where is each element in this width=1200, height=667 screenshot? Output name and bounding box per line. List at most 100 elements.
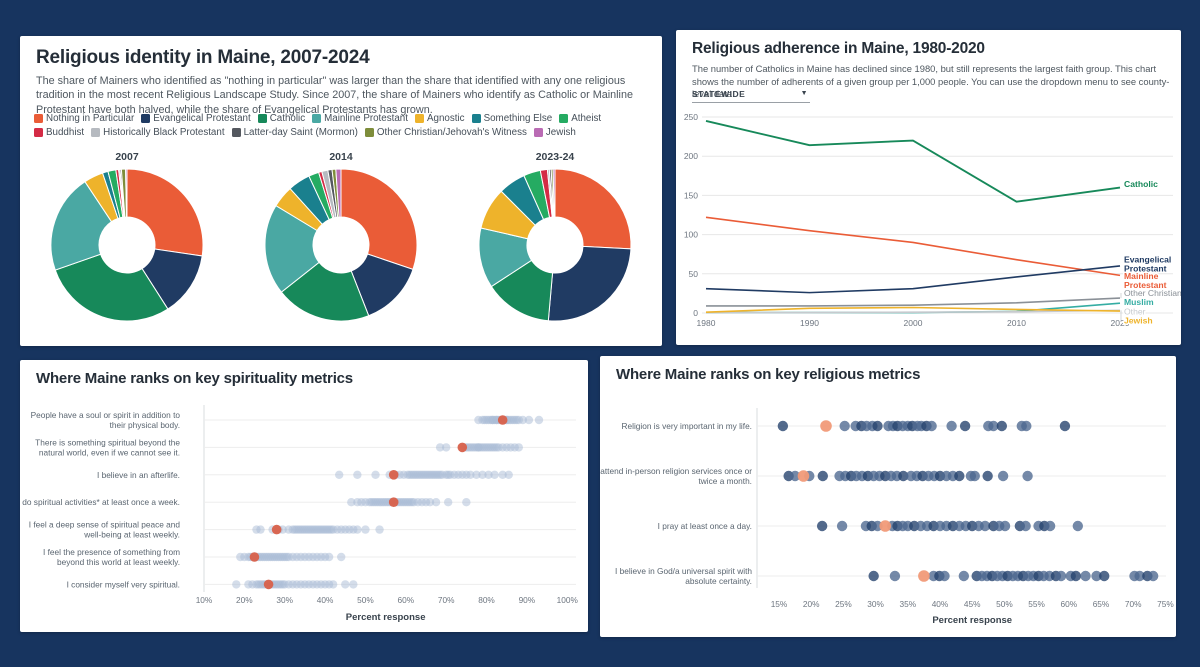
x-tick-label: 25%	[835, 599, 852, 609]
line-series-catholic	[705, 119, 1121, 203]
x-tick-label: 50%	[357, 595, 374, 605]
row-label: their physical body.	[110, 420, 180, 430]
state-dot	[958, 570, 970, 582]
x-tick-label: 15%	[771, 599, 788, 609]
line-series-other-christian	[706, 297, 1121, 307]
legend-item: Something Else	[471, 113, 552, 124]
donut-slice	[54, 253, 169, 322]
state-dot	[959, 420, 971, 432]
state-dot	[982, 470, 993, 482]
x-tick-label: 90%	[519, 595, 536, 605]
x-tick-label: 80%	[478, 595, 495, 605]
region-dropdown[interactable]: STATEWIDE ▼	[692, 85, 810, 103]
legend-item: Latter-day Saint (Mormon)	[231, 127, 358, 138]
religious-dot-plot: Religion is very important in my life. I …	[600, 408, 1174, 626]
state-dot	[232, 580, 241, 589]
state-dot	[868, 570, 879, 582]
legend-label: Other Christian/Jehovah's Witness	[376, 127, 527, 138]
state-dot	[1080, 570, 1091, 582]
identity-legend: Nothing in Particular Evangelical Protest…	[34, 113, 654, 141]
x-tick-label: 60%	[397, 595, 414, 605]
maine-dot	[249, 552, 260, 562]
legend-swatch	[34, 114, 43, 123]
x-tick-label: 30%	[276, 595, 293, 605]
row-label: Religion is very important in my life.	[622, 421, 753, 431]
legend-label: Evangelical Protestant	[153, 113, 251, 124]
state-dot	[375, 525, 384, 534]
line-series-mainline-protestant	[705, 216, 1121, 277]
state-dot	[353, 525, 362, 534]
donut-year-label: 2014	[329, 151, 353, 163]
state-dot	[1091, 570, 1102, 582]
x-tick-label: 30%	[867, 599, 884, 609]
x-tick-label: 45%	[964, 599, 981, 609]
y-tick-label: 100	[684, 230, 698, 240]
maine-dot	[820, 420, 832, 432]
maine-dot	[388, 497, 399, 507]
state-dot	[996, 420, 1008, 432]
row-label: I attend in-person religion services onc…	[600, 466, 752, 476]
donut-year-label: 2023-24	[535, 151, 575, 163]
state-dot	[514, 443, 524, 452]
panel-religious-metrics: Where Maine ranks on key religious metri…	[600, 356, 1176, 637]
line-series-evangelical-protestant	[705, 265, 1121, 294]
line-series-jewish	[705, 306, 1121, 314]
state-dot	[498, 470, 507, 479]
religious-title: Where Maine ranks on key religious metri…	[616, 366, 921, 383]
x-axis-title: Percent response	[932, 615, 1012, 626]
state-dot	[926, 420, 937, 432]
y-tick-label: 250	[684, 112, 698, 122]
legend-swatch	[414, 114, 424, 123]
series-label: Other	[1124, 307, 1146, 317]
state-dot	[425, 498, 435, 507]
state-dot	[817, 470, 828, 482]
legend-swatch	[257, 114, 267, 123]
state-dot	[490, 470, 499, 479]
series-label: Muslim	[1124, 297, 1154, 307]
state-dot	[1022, 470, 1033, 482]
x-tick-label: 40%	[932, 599, 949, 609]
state-dot	[839, 420, 850, 432]
state-dot	[472, 470, 481, 479]
spirituality-title: Where Maine ranks on key spirituality me…	[36, 370, 353, 387]
x-tick-label: 10%	[196, 595, 213, 605]
state-dot	[256, 525, 265, 534]
x-tick-label: 35%	[899, 599, 916, 609]
legend-swatch	[471, 114, 481, 123]
legend-label: Buddhist	[46, 127, 85, 138]
maine-dot	[271, 524, 282, 535]
state-dot	[1055, 570, 1067, 582]
state-dot	[347, 498, 356, 507]
donut-chart-2023-24: 2023-24	[453, 148, 658, 331]
legend-swatch	[231, 128, 241, 137]
legend-item: Other Christian/Jehovah's Witness	[364, 127, 527, 138]
legend-label: Catholic	[269, 113, 306, 124]
maine-dot	[457, 442, 468, 453]
spirituality-dot-plot: People have a soul or spirit in addition…	[20, 405, 578, 623]
donut-svg	[50, 168, 204, 322]
state-dot	[431, 498, 441, 507]
state-dot	[1099, 570, 1110, 582]
state-dot	[361, 525, 370, 534]
legend-item: Agnostic	[414, 113, 465, 124]
state-dot	[939, 570, 950, 582]
legend-item: Catholic	[257, 113, 306, 124]
state-dot	[466, 470, 475, 479]
donut-slice	[554, 168, 632, 250]
donut-slice	[547, 245, 632, 322]
legend-item: Jewish	[533, 127, 576, 138]
panel-religious-adherence: Religious adherence in Maine, 1980-2020 …	[676, 30, 1181, 345]
state-dot	[1147, 570, 1159, 582]
maine-dot	[918, 570, 930, 582]
x-tick-label: 2010	[1007, 318, 1026, 328]
state-dot	[969, 470, 980, 482]
x-tick-label: 1990	[800, 318, 819, 328]
x-tick-label: 55%	[1028, 599, 1045, 609]
legend-swatch	[364, 128, 374, 137]
legend-label: Historically Black Protestant	[103, 127, 225, 138]
donut-slice	[125, 168, 128, 218]
state-dot	[1072, 520, 1084, 532]
donut-slice	[340, 168, 418, 271]
legend-item: Historically Black Protestant	[91, 127, 225, 138]
donut-chart-2007: 2007	[25, 148, 230, 331]
